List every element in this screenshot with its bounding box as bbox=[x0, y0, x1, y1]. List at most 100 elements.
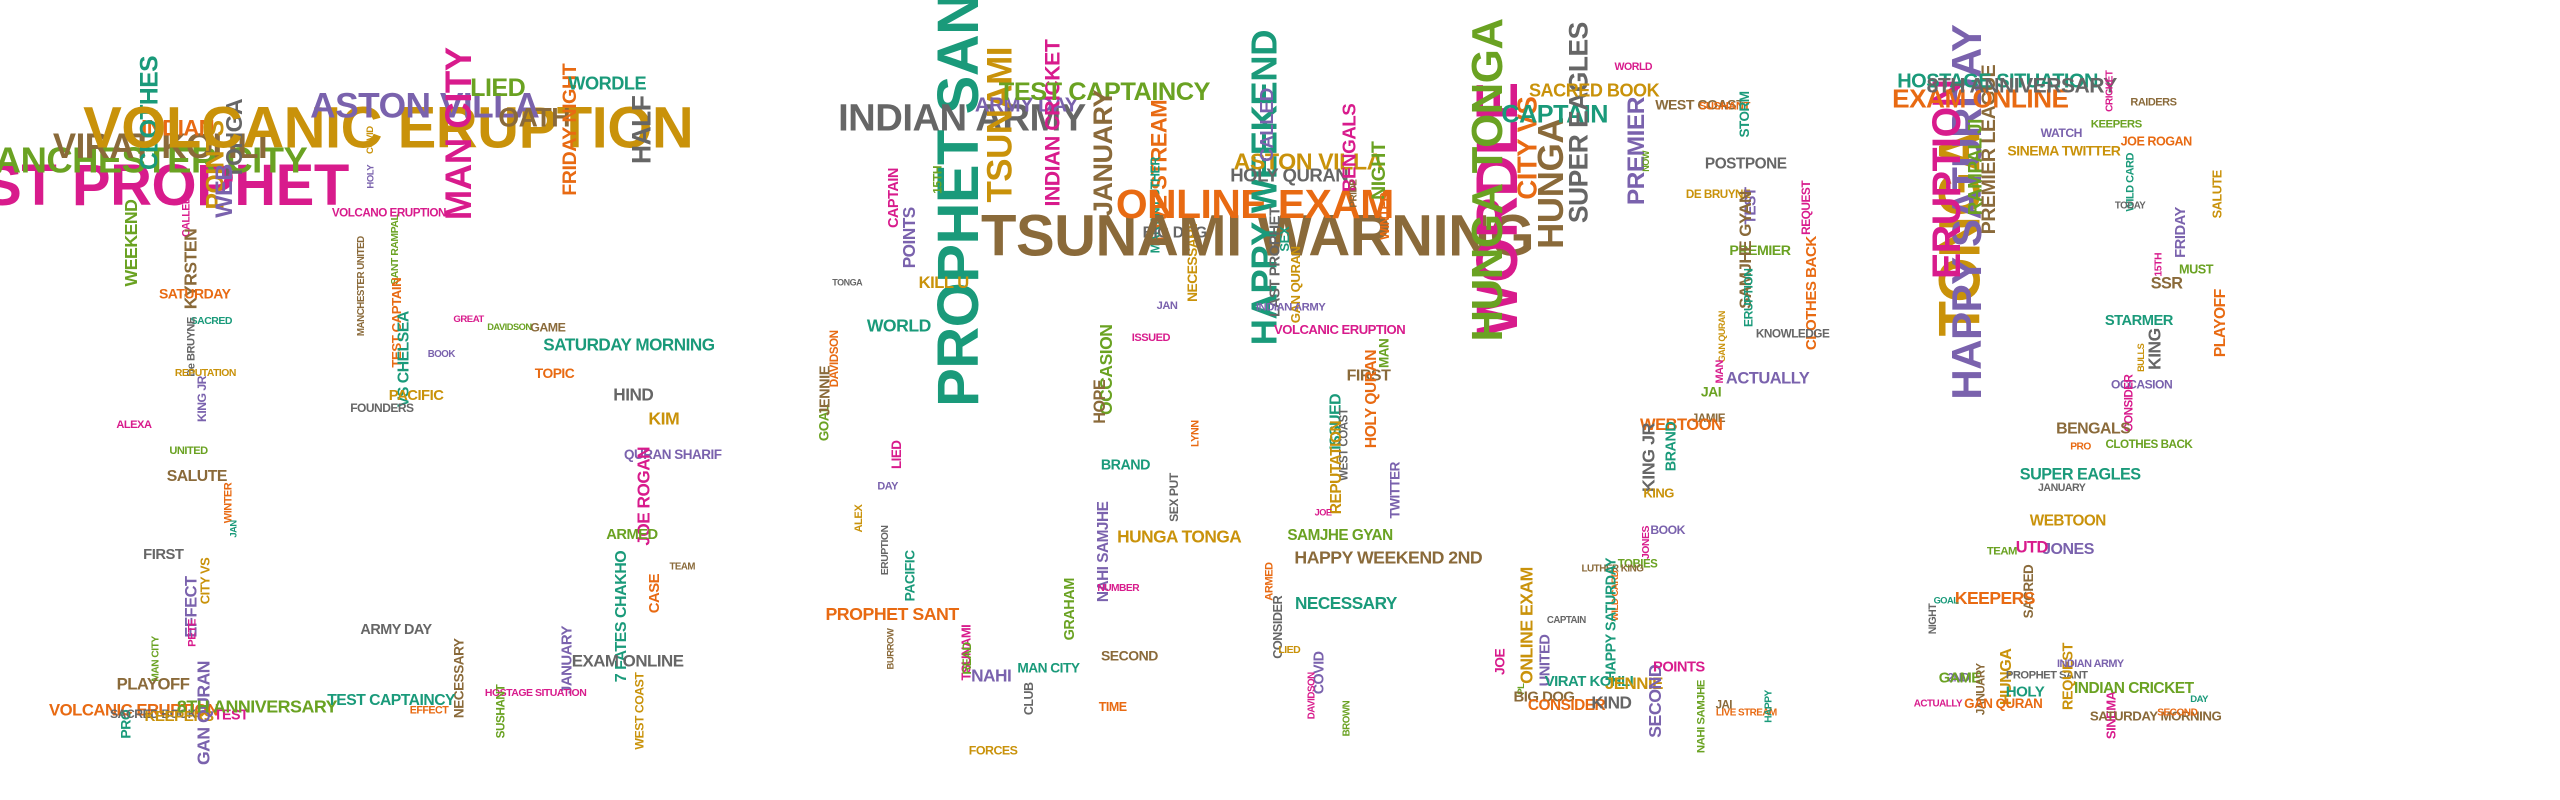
cloud-word: KIND bbox=[1591, 692, 1631, 712]
cloud-word: OCCASION bbox=[1096, 325, 1116, 415]
cloud-word: VOLCANIC ERUPTION bbox=[1274, 322, 1405, 337]
cloud-word: WILD CARD bbox=[2125, 153, 2137, 212]
cloud-word: CAPTAIN bbox=[1501, 100, 1608, 128]
cloud-word: CONSIDER bbox=[1528, 697, 1606, 714]
cloud-word: 8TH ANNIVERSARY bbox=[1927, 74, 2118, 97]
cloud-word: UNITED bbox=[169, 445, 208, 457]
cloud-word: PREMIER bbox=[1729, 243, 1790, 259]
cloud-word: TIME bbox=[1099, 700, 1127, 714]
cloud-word: DAVIDSON bbox=[487, 322, 532, 332]
cloud-word: CITY VS bbox=[197, 557, 212, 604]
cloud-word: NAHI SAMJHE bbox=[1095, 501, 1112, 602]
cloud-word: WORLD bbox=[867, 316, 931, 336]
cloud-word: SINEMA bbox=[2103, 690, 2118, 739]
cloud-word: HUNGA TONGA bbox=[1463, 19, 1512, 342]
cloud-word: BULLS bbox=[2136, 343, 2146, 371]
cloud-word: TEAM bbox=[1987, 545, 2017, 557]
cloud-word: VOLCANIC ERUPTION bbox=[83, 96, 693, 161]
cloud-word: FIRST bbox=[1347, 367, 1391, 384]
cloud-word: VIRAT KOHLI bbox=[53, 127, 267, 166]
cloud-word: SACRED bbox=[191, 315, 233, 327]
cloud-word: HAPPY SATURDAY bbox=[1603, 557, 1619, 681]
cloud-word: CONSIDER bbox=[1271, 595, 1285, 658]
cloud-word: TEST CAPTAINCY bbox=[327, 692, 456, 709]
cloud-word: FOUNDERS bbox=[350, 401, 414, 415]
cloud-word: FORCES bbox=[969, 743, 1018, 757]
cloud-word: OCCASION bbox=[2111, 377, 2172, 391]
cloud-word: DE BRUYNE bbox=[1686, 188, 1751, 201]
cloud-word: OATH bbox=[498, 103, 570, 133]
cloud-word: WORDLE bbox=[1465, 82, 1530, 337]
cloud-word: MAN bbox=[1377, 339, 1392, 368]
cloud-word: BIG DOG bbox=[1513, 689, 1574, 705]
cloud-word: HAPPY WEEKEND bbox=[1244, 30, 1285, 345]
cloud-word: PACIFIC bbox=[901, 550, 917, 601]
cloud-word: KEEPERS bbox=[144, 708, 213, 725]
cloud-word: GAN QURAN bbox=[1717, 311, 1727, 362]
cloud-word: GAN QURAN bbox=[1964, 696, 2042, 711]
cloud-word: INDIAN bbox=[141, 115, 214, 140]
cloud-word: TEST bbox=[1742, 186, 1759, 224]
cloud-word: HUNGA TONGA bbox=[1117, 526, 1242, 546]
cloud-word: GAN QURAN bbox=[1288, 246, 1303, 323]
cloud-word: PACIFIC bbox=[389, 388, 444, 404]
cloud-word: CLOTHES bbox=[137, 56, 164, 170]
cloud-word: MARTIN LUTHER bbox=[1149, 157, 1163, 254]
cloud-word: EXAM ONLINE bbox=[572, 651, 684, 670]
cloud-word: READ bbox=[960, 642, 974, 675]
cloud-word: REPUTATION bbox=[175, 368, 236, 379]
cloud-word: ASTON VILLA bbox=[310, 86, 539, 125]
cloud-word: LIED bbox=[470, 74, 526, 102]
cloud-word: PLAYOFF bbox=[117, 674, 190, 693]
cloud-word: NAHI bbox=[971, 665, 1011, 685]
cloud-word: LIVE STREAM bbox=[1146, 100, 1171, 242]
cloud-word: SECOND bbox=[1645, 664, 1665, 738]
cloud-word: SACRED BOOK bbox=[1529, 81, 1660, 101]
cloud-word: JANUARY bbox=[1975, 663, 1987, 715]
cloud-word: MANCHESTER CITY bbox=[0, 140, 307, 181]
cloud-word: LIVE STREAM bbox=[1716, 708, 1777, 719]
cloud-word: NECESSARY bbox=[451, 638, 466, 718]
cloud-word: PLAYOFF bbox=[2212, 289, 2229, 357]
cloud-word: HAPPY WEEKEND 2ND bbox=[1294, 547, 1482, 567]
cloud-word: TODAY bbox=[2115, 201, 2146, 212]
cloud-word: WINTER bbox=[223, 482, 235, 523]
cloud-word: BOOK bbox=[1650, 523, 1685, 537]
cloud-word: SSR bbox=[2151, 274, 2184, 292]
cloud-word: ERUPTION bbox=[880, 526, 891, 576]
cloud-word: CRICKET bbox=[2104, 69, 2115, 112]
cloud-word: POINTS bbox=[202, 121, 229, 210]
cloud-word: WEST COAST bbox=[1337, 408, 1350, 481]
cloud-word: NAHI SAMJHE bbox=[1695, 679, 1707, 753]
cloud-word: POINTS bbox=[1653, 660, 1705, 676]
cloud-word: CALLED bbox=[180, 196, 192, 237]
cloud-word: WINTER bbox=[1378, 193, 1392, 240]
cloud-word: 15TH bbox=[2153, 253, 2165, 277]
cloud-word: ERUPTION bbox=[1925, 79, 1969, 279]
cloud-word: POINTS bbox=[899, 207, 919, 268]
cloud-word: UNITED bbox=[1538, 635, 1554, 687]
cloud-word: ONLINE EXAM bbox=[1517, 567, 1537, 684]
cloud-word: CAPTAIN bbox=[886, 168, 902, 228]
cloud-word: CLUB bbox=[1022, 682, 1036, 715]
cloud-word: INDIAN ARMY bbox=[1256, 302, 1326, 314]
cloud-word: JANUARY bbox=[1088, 90, 1118, 217]
cloud-word: BRAND bbox=[1663, 422, 1679, 472]
cloud-word: LIED bbox=[1278, 644, 1301, 656]
cloud-word: JAMIE bbox=[1692, 412, 1726, 425]
cloud-word: KEEPERS bbox=[2091, 119, 2143, 131]
cloud-word: BENGALS bbox=[1339, 104, 1360, 192]
cloud-word: WEST COAST bbox=[1655, 97, 1745, 113]
cloud-word: COVID bbox=[365, 126, 376, 154]
cloud-word: SALUTE bbox=[167, 468, 227, 485]
cloud-word: HUNGA bbox=[1530, 118, 1571, 249]
cloud-word: TOPIC bbox=[535, 366, 575, 381]
cloud-word: WATCH bbox=[2041, 126, 2082, 140]
cloud-word: MAN CITY bbox=[1017, 661, 1080, 676]
cloud-word: UTD bbox=[2016, 538, 2049, 556]
cloud-word: GAME bbox=[1939, 670, 1982, 686]
